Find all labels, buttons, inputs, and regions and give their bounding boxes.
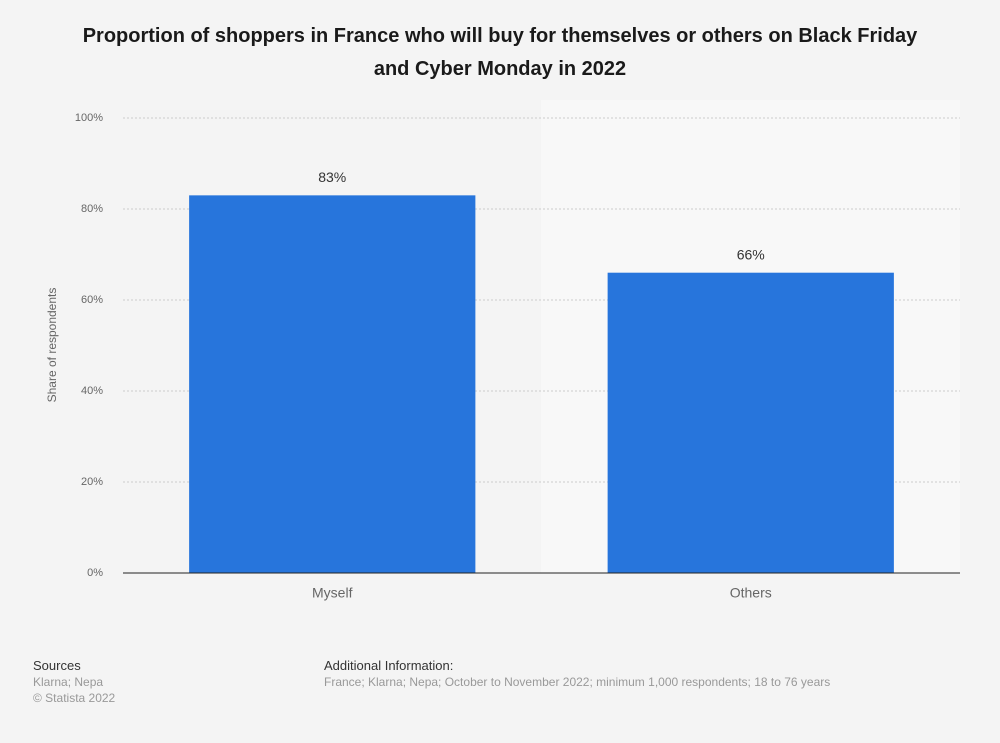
y-tick-label: 40%	[81, 385, 103, 397]
chart-title: Proportion of shoppers in France who wil…	[82, 25, 918, 80]
info-text: France; Klarna; Nepa; October to Novembe…	[324, 675, 831, 689]
y-tick-label: 60%	[81, 294, 103, 306]
y-tick-label: 100%	[75, 112, 103, 124]
x-tick-label: Others	[730, 585, 772, 601]
additional-info: Additional Information: France; Klarna; …	[324, 658, 830, 690]
x-tick-label: Myself	[312, 585, 353, 601]
value-label: 66%	[737, 246, 765, 262]
sources-title: Sources	[33, 658, 81, 673]
y-tick-label: 80%	[81, 203, 103, 215]
y-tick-label: 0%	[87, 567, 103, 579]
y-tick-label: 20%	[81, 476, 103, 488]
y-axis-label: Share of respondents	[45, 288, 59, 403]
source: Klarna; Nepa	[33, 675, 104, 689]
bar	[607, 272, 894, 573]
info-title: Additional Information:	[324, 658, 454, 673]
source: © Statista 2022	[33, 691, 116, 705]
sources: Sources Klarna; Nepa © Statista 2022	[33, 658, 115, 706]
value-label: 83%	[318, 169, 346, 185]
bar	[189, 195, 476, 573]
